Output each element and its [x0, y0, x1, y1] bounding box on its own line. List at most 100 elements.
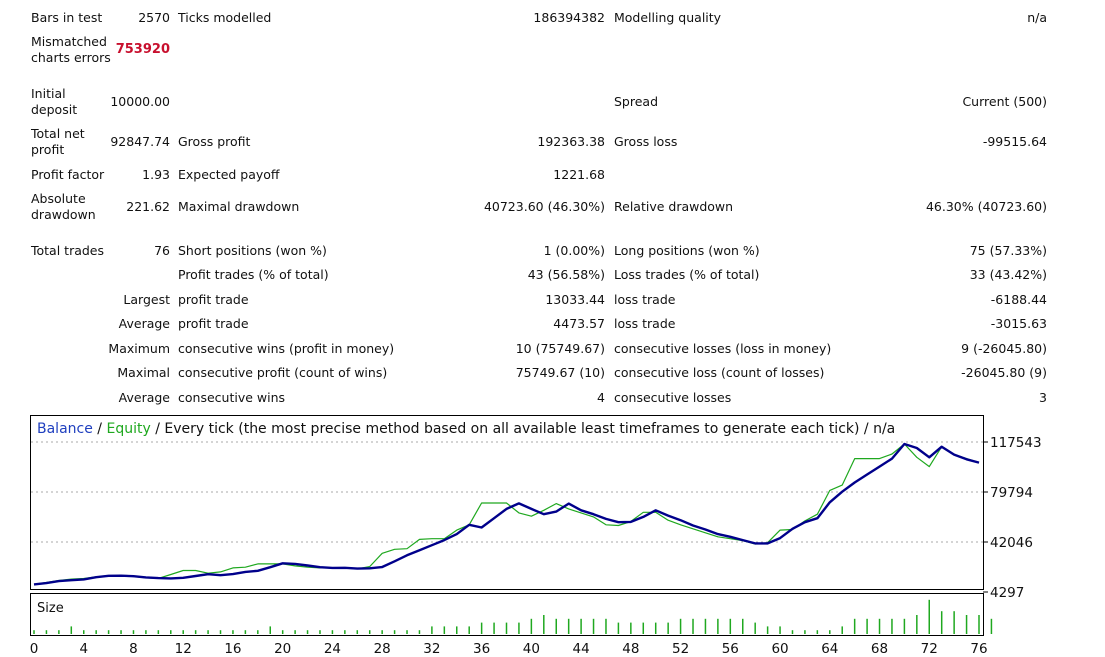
grossloss-label: Gross loss	[614, 134, 678, 149]
mcp-value: 75749.67 (10)	[515, 365, 605, 380]
bars-value: 2570	[138, 10, 170, 25]
main-panel-frame	[30, 415, 984, 590]
maxdd-label: Maximal drawdown	[178, 199, 300, 214]
balance-line	[33, 442, 980, 586]
average-label: Average	[118, 316, 170, 331]
short-value: 1 (0.00%)	[543, 243, 605, 258]
x-tick-label: 52	[672, 641, 689, 657]
x-tick-label: 48	[622, 641, 639, 657]
quality-label: Modelling quality	[614, 10, 722, 25]
x-tick-label: 12	[175, 641, 192, 657]
row-maximal: Maximal consecutive profit (count of win…	[0, 365, 1060, 397]
alt-value: -3015.63	[990, 316, 1047, 331]
balance-layer	[33, 442, 980, 586]
largest-label: Largest	[123, 292, 170, 307]
lt-label: Loss trades (% of total)	[614, 267, 760, 282]
netprofit-value: 92847.74	[110, 134, 170, 149]
x-tick-label: 16	[224, 641, 241, 657]
row-deposit: Initial deposit 10000.00 Spread Current …	[0, 86, 1060, 118]
mcp-label: consecutive profit (count of wins)	[178, 365, 388, 380]
apt-label: profit trade	[178, 316, 249, 331]
average2-label: Average	[118, 390, 170, 405]
mcll-label: consecutive loss (count of losses)	[614, 365, 825, 380]
lt-value: 33 (43.42%)	[969, 267, 1047, 282]
ticks-value: 186394382	[533, 10, 605, 25]
row-mismatch: Mismatched charts errors 753920	[0, 34, 1060, 66]
apt-value: 4473.57	[553, 316, 605, 331]
chart-header: Balance / Equity / Every tick (the most …	[37, 421, 895, 437]
lpt-value: 13033.44	[545, 292, 605, 307]
y-tick-labels: 4297 42046 79794 117543	[990, 435, 1042, 601]
pf-value: 1.93	[142, 167, 170, 182]
mcw-label: consecutive wins (profit in money)	[178, 341, 395, 356]
mismatch-value: 753920	[115, 42, 170, 57]
header-balance: Balance	[37, 421, 93, 437]
x-tick-label: 64	[821, 641, 838, 657]
grossprofit-value: 192363.38	[537, 134, 605, 149]
absdd-label: Absolute drawdown	[31, 191, 96, 222]
x-tick-label: 32	[423, 641, 440, 657]
maximal-label: Maximal	[117, 365, 170, 380]
x-tick-label: 44	[573, 641, 590, 657]
deposit-label: Initial deposit	[31, 86, 78, 117]
balance-equity-chart: 4297 42046 79794 117543 0 4 8 12 16 20 24 28 32 36 40…	[30, 415, 1105, 657]
y-tick-label: 4297	[990, 585, 1024, 601]
x-tick-label: 0	[30, 641, 39, 657]
x-tick-label: 68	[871, 641, 888, 657]
trades-value: 76	[154, 243, 170, 258]
row-largest: Largest profit trade 13033.44 loss trade…	[0, 292, 1060, 324]
quality-value: n/a	[1027, 10, 1047, 25]
pt-value: 43 (56.58%)	[527, 267, 605, 282]
row-average-consecutive: Average consecutive wins 4 consecutive l…	[0, 390, 1060, 422]
row-bars: Bars in test 2570 Ticks modelled 1863943…	[0, 10, 1060, 42]
row-netprofit: Total net profit 92847.74 Gross profit 1…	[0, 126, 1060, 158]
absdd-value: 221.62	[126, 199, 170, 214]
long-value: 75 (57.33%)	[969, 243, 1047, 258]
pt-label: Profit trades (% of total)	[178, 267, 329, 282]
grid-layer	[31, 441, 988, 593]
netprofit-label: Total net profit	[31, 126, 85, 157]
x-tick-label: 76	[970, 641, 987, 657]
header-rest: / Every tick (the most precise method ba…	[151, 421, 896, 437]
mcl-label: consecutive losses (loss in money)	[614, 341, 832, 356]
row-drawdown: Absolute drawdown 221.62 Maximal drawdow…	[0, 191, 1060, 223]
maxdd-value: 40723.60 (46.30%)	[483, 199, 605, 214]
ticks-label: Ticks modelled	[178, 10, 272, 25]
llt-value: -6188.44	[990, 292, 1047, 307]
mcll-value: -26045.80 (9)	[961, 365, 1047, 380]
grossloss-value: -99515.64	[982, 134, 1047, 149]
acw-value: 4	[597, 390, 605, 405]
size-layer	[33, 599, 993, 634]
x-tick-label: 28	[374, 641, 391, 657]
mismatch-label: Mismatched charts errors	[31, 34, 111, 65]
x-tick-label: 20	[274, 641, 291, 657]
y-tick-label: 79794	[990, 485, 1033, 501]
x-tick-label: 56	[722, 641, 739, 657]
row-trades: Total trades 76 Short positions (won %) …	[0, 243, 1060, 275]
spread-value: Current (500)	[962, 94, 1047, 109]
bars-label: Bars in test	[31, 10, 103, 25]
acw-label: consecutive wins	[178, 390, 286, 405]
y-tick-label: 117543	[990, 435, 1042, 451]
mcw-value: 10 (75749.67)	[515, 341, 605, 356]
grossprofit-label: Gross profit	[178, 134, 251, 149]
size-label: Size	[37, 601, 64, 616]
payoff-label: Expected payoff	[178, 167, 280, 182]
header-sep: /	[93, 421, 107, 437]
alt-label: loss trade	[614, 316, 676, 331]
x-tick-label: 72	[921, 641, 938, 657]
llt-label: loss trade	[614, 292, 676, 307]
y-tick-label: 42046	[990, 535, 1033, 551]
row-profitfactor: Profit factor 1.93 Expected payoff 1221.…	[0, 167, 1060, 199]
deposit-value: 10000.00	[110, 94, 170, 109]
reldd-label: Relative drawdown	[614, 199, 734, 214]
pf-label: Profit factor	[31, 167, 105, 182]
lpt-label: profit trade	[178, 292, 249, 307]
short-label: Short positions (won %)	[178, 243, 327, 258]
x-tick-label: 36	[473, 641, 490, 657]
x-tick-label: 4	[79, 641, 88, 657]
maximum-label: Maximum	[108, 341, 170, 356]
spread-label: Spread	[614, 94, 659, 109]
long-label: Long positions (won %)	[614, 243, 760, 258]
